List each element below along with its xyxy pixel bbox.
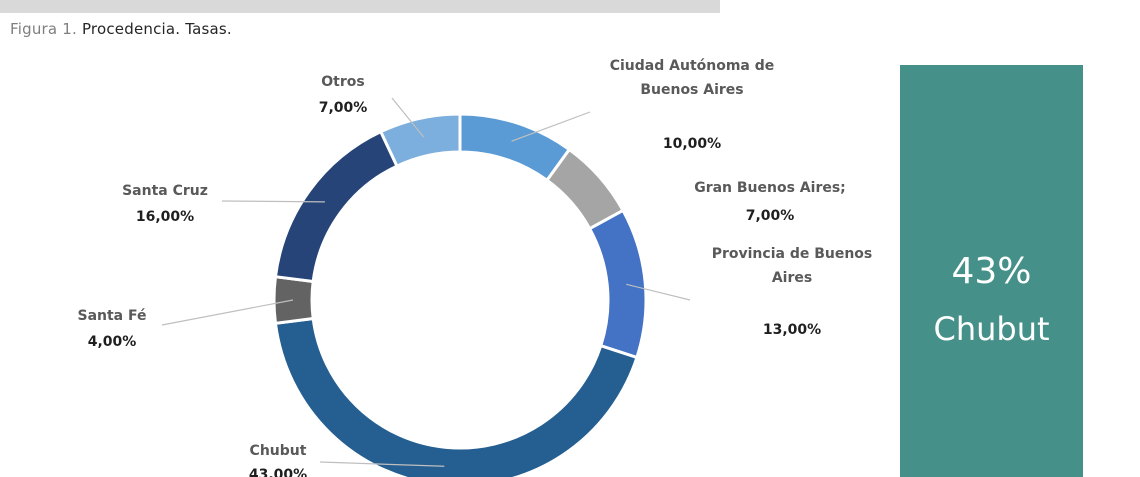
- slice-santa-fe: [272, 275, 315, 325]
- leader-line-chubut: [319, 461, 445, 467]
- label-value-gran-buenos-aires: 7,00%: [746, 208, 795, 224]
- label-category-gran-buenos-aires: Gran Buenos Aires;: [694, 180, 846, 196]
- label-value-ciudad-autonoma-de-buenos-aires: 10,00%: [663, 136, 721, 152]
- label-category-provincia-de-buenos-aires: Provincia de Buenos: [712, 246, 873, 262]
- leader-lines: [161, 97, 691, 467]
- label-value-chubut: 43,00%: [249, 467, 307, 477]
- callout-value: 43%: [951, 251, 1032, 292]
- donut-slices: [272, 112, 648, 477]
- donut-chart: Ciudad Autónoma de Buenos Aires 10,00% Gran…: [77, 58, 872, 477]
- label-category-otros: Otros: [321, 74, 364, 90]
- caption-prefix: Figura 1.: [10, 20, 77, 38]
- leader-line-ciudad-autonoma-de-buenos-aires: [511, 111, 591, 142]
- label-value-provincia-de-buenos-aires: 13,00%: [763, 322, 821, 338]
- caption-title: Procedencia. Tasas.: [81, 20, 232, 38]
- slice-santa-cruz: [273, 129, 399, 284]
- label-category-ciudad-autonoma-de-buenos-aires: Buenos Aires: [640, 82, 743, 98]
- slice-otros: [378, 112, 462, 169]
- label-category-santa-fe: Santa Fé: [77, 308, 146, 324]
- callout-label: Chubut: [933, 310, 1050, 348]
- slice-labels: Ciudad Autónoma de Buenos Aires 10,00% Gran…: [77, 58, 872, 477]
- figure-caption: Figura 1. Procedencia. Tasas.: [10, 20, 232, 38]
- top-divider-bar: [0, 0, 720, 13]
- label-category-provincia-de-buenos-aires: Aires: [772, 270, 812, 286]
- leader-line-provincia-de-buenos-aires: [626, 283, 691, 301]
- label-category-santa-cruz: Santa Cruz: [122, 183, 208, 199]
- slice-provincia-de-buenos-aires: [587, 208, 648, 360]
- label-category-chubut: Chubut: [250, 443, 307, 459]
- label-value-santa-fe: 4,00%: [88, 334, 137, 350]
- slice-chubut: [273, 316, 639, 477]
- label-value-otros: 7,00%: [319, 100, 368, 116]
- label-value-santa-cruz: 16,00%: [136, 209, 194, 225]
- leader-line-santa-cruz: [221, 200, 325, 203]
- leader-line-santa-fe: [161, 299, 294, 326]
- leader-line-otros: [391, 97, 425, 138]
- label-category-ciudad-autonoma-de-buenos-aires: Ciudad Autónoma de: [610, 58, 775, 74]
- highlight-callout: 43% Chubut: [900, 65, 1083, 477]
